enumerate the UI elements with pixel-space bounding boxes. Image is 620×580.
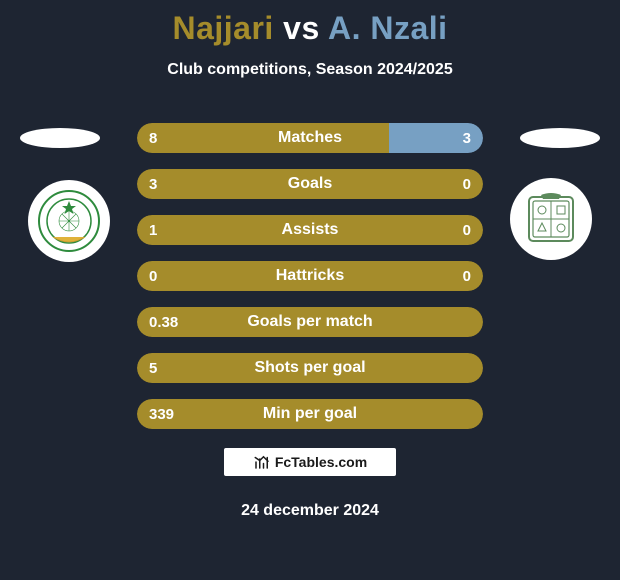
subtitle: Club competitions, Season 2024/2025 (0, 61, 620, 79)
stat-row: Matches8 3 (137, 123, 483, 153)
stat-value-left: 1 (149, 215, 157, 245)
stat-label: Matches (137, 123, 483, 153)
stat-row: Goals per match0.38 (137, 307, 483, 337)
stat-label: Goals (137, 169, 483, 199)
stat-label: Min per goal (137, 399, 483, 429)
site-name: FcTables.com (275, 454, 367, 470)
club-crest-icon (37, 189, 101, 253)
date-label: 24 december 2024 (0, 502, 620, 520)
player2-club-badge (510, 178, 592, 260)
stat-value-left: 5 (149, 353, 157, 383)
stat-value-left: 339 (149, 399, 174, 429)
stat-value-right: 0 (463, 169, 471, 199)
player2-name: A. Nzali (328, 10, 448, 46)
stat-row: Shots per goal5 (137, 353, 483, 383)
player1-name: Najjari (172, 10, 273, 46)
stat-value-right: 0 (463, 215, 471, 245)
stat-value-right: 0 (463, 261, 471, 291)
stat-row: Hattricks0 0 (137, 261, 483, 291)
stat-value-right: 3 (463, 123, 471, 153)
stat-label: Hattricks (137, 261, 483, 291)
player2-flag (520, 128, 600, 148)
stat-value-left: 3 (149, 169, 157, 199)
stat-value-left: 0.38 (149, 307, 178, 337)
stat-row: Assists1 0 (137, 215, 483, 245)
site-branding[interactable]: FcTables.com (224, 448, 396, 476)
stat-value-left: 0 (149, 261, 157, 291)
club-crest-icon (519, 187, 583, 251)
comparison-title: Najjari vs A. Nzali (0, 0, 620, 47)
stat-row: Goals3 0 (137, 169, 483, 199)
player1-club-badge (28, 180, 110, 262)
stat-label: Goals per match (137, 307, 483, 337)
stat-row: Min per goal339 (137, 399, 483, 429)
chart-icon (253, 453, 271, 471)
stat-value-left: 8 (149, 123, 157, 153)
stat-label: Shots per goal (137, 353, 483, 383)
stats-bars: Matches83Goals30Assists10Hattricks00Goal… (137, 123, 483, 445)
player1-flag (20, 128, 100, 148)
vs-label: vs (283, 10, 320, 46)
stat-label: Assists (137, 215, 483, 245)
